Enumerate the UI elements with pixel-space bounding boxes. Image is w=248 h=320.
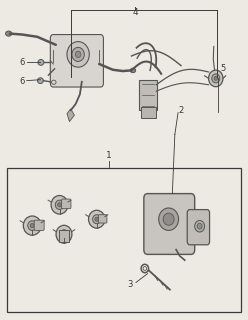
FancyBboxPatch shape	[187, 210, 210, 245]
Ellipse shape	[214, 76, 217, 80]
Ellipse shape	[62, 232, 66, 236]
FancyBboxPatch shape	[141, 107, 156, 118]
FancyBboxPatch shape	[34, 220, 44, 230]
Ellipse shape	[130, 68, 136, 73]
Ellipse shape	[30, 223, 34, 228]
Ellipse shape	[163, 213, 174, 225]
Text: 5: 5	[221, 64, 226, 73]
Ellipse shape	[5, 31, 12, 36]
Ellipse shape	[23, 216, 41, 235]
Ellipse shape	[37, 78, 43, 84]
Text: 1: 1	[106, 151, 112, 160]
Text: 6: 6	[19, 77, 24, 86]
FancyBboxPatch shape	[50, 35, 103, 87]
Ellipse shape	[212, 74, 220, 83]
FancyBboxPatch shape	[139, 80, 157, 110]
Ellipse shape	[55, 200, 64, 210]
FancyBboxPatch shape	[144, 194, 195, 254]
Ellipse shape	[28, 221, 37, 230]
Ellipse shape	[195, 220, 205, 232]
FancyBboxPatch shape	[62, 199, 71, 209]
Text: 3: 3	[127, 280, 133, 289]
Ellipse shape	[89, 210, 105, 228]
Ellipse shape	[95, 217, 98, 221]
Text: 2: 2	[179, 106, 184, 115]
Ellipse shape	[197, 223, 202, 229]
Ellipse shape	[159, 208, 179, 230]
Ellipse shape	[56, 225, 72, 243]
Ellipse shape	[58, 203, 62, 207]
Ellipse shape	[51, 196, 68, 214]
Polygon shape	[67, 109, 74, 122]
Ellipse shape	[67, 42, 89, 67]
Ellipse shape	[209, 70, 223, 87]
Text: 4: 4	[132, 8, 138, 17]
FancyBboxPatch shape	[59, 230, 69, 242]
Ellipse shape	[72, 47, 84, 61]
Text: 6: 6	[19, 58, 24, 67]
FancyBboxPatch shape	[98, 215, 107, 223]
Ellipse shape	[75, 51, 81, 58]
Ellipse shape	[93, 215, 101, 224]
Ellipse shape	[60, 230, 68, 239]
Ellipse shape	[143, 267, 147, 270]
Ellipse shape	[38, 60, 44, 65]
